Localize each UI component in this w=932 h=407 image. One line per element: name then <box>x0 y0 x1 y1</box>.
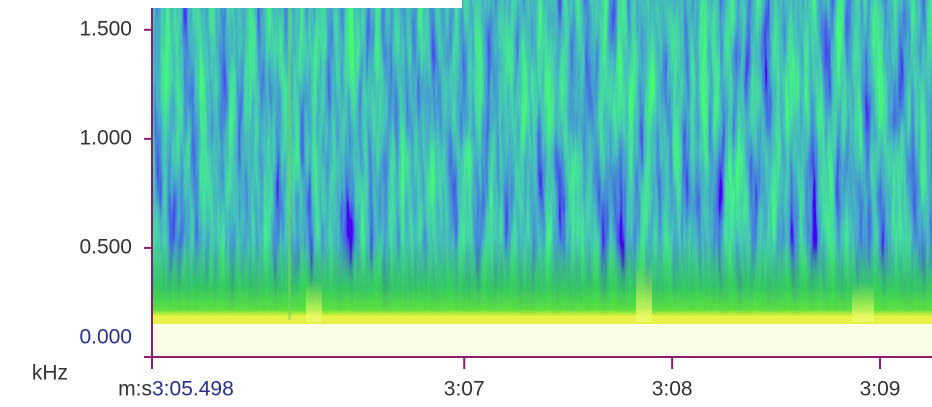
x-tick-label: 3:05.498 <box>152 378 234 401</box>
y-tick-label: 0.000 <box>79 326 132 349</box>
y-tick-label: 1.500 <box>79 17 132 40</box>
x-tick-label: 3:09 <box>860 378 901 401</box>
x-axis-label: m:s <box>118 378 152 401</box>
spectrogram-image <box>152 0 932 357</box>
y-axis-label: kHz <box>32 362 68 385</box>
y-tick-label: 0.500 <box>79 235 132 258</box>
x-tick-label: 3:08 <box>652 378 693 401</box>
x-tick-label: 3:07 <box>444 378 485 401</box>
y-tick-label: 1.000 <box>79 126 132 149</box>
